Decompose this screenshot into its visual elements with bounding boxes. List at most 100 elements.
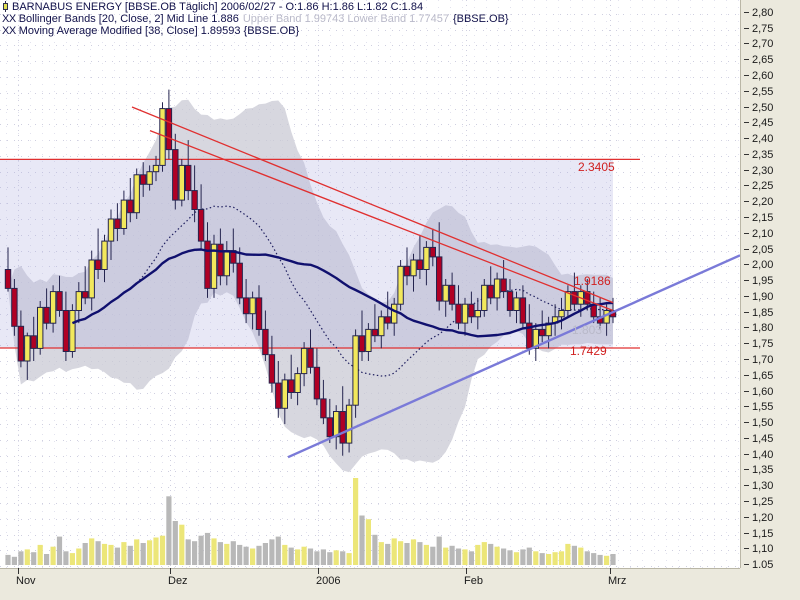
price-axis-tick-label: 2,00 (752, 259, 774, 271)
price-axis-tick: 1,20 (740, 513, 773, 524)
price-axis-tick-label: 1,85 (752, 307, 774, 319)
price-axis-tick: 2,70 (740, 39, 773, 50)
price-axis-tick-label: 2,45 (752, 117, 774, 129)
time-axis-line (0, 568, 740, 569)
price-axis-tick-label: 2,10 (752, 228, 774, 240)
support-price-label: 1.7429 (570, 344, 607, 358)
price-axis-tick: 1,15 (740, 529, 773, 540)
price-axis-tick-label: 2,20 (752, 196, 774, 208)
price-axis-tick: 1,30 (740, 481, 773, 492)
resistance-price-label: 2.3405 (578, 160, 615, 174)
price-axis-tick: 2,00 (740, 260, 773, 271)
price-axis-tick-label: 1,75 (752, 338, 774, 350)
price-axis-tick: 1,05 (740, 560, 773, 571)
close-price-label: 1.803 (572, 323, 603, 337)
price-axis-tick-label: 2,25 (752, 180, 774, 192)
chart-legend: BARNABUS ENERGY [BBSE.OB Täglich] 2006/0… (0, 0, 740, 37)
price-axis-tick: 2,30 (740, 166, 773, 177)
price-axis-tick-label: 1,55 (752, 401, 774, 413)
bollinger-marker-icon: XX (2, 13, 16, 25)
price-axis-tick: 1,90 (740, 292, 773, 303)
price-axis-tick-label: 1,70 (752, 354, 774, 366)
price-axis-tick: 1,60 (740, 387, 773, 398)
price-axis-tick: 2,45 (740, 118, 773, 129)
price-axis-tick: 1,85 (740, 308, 773, 319)
price-axis-tick-label: 1,30 (752, 480, 774, 492)
price-axis-tick: 1,10 (740, 544, 773, 555)
time-axis[interactable]: Nov Dez 2006 Feb Mrz (0, 568, 800, 600)
price-axis-tick-label: 2,05 (752, 244, 774, 256)
time-axis-tick (170, 568, 171, 574)
bollinger-suffix: {BBSE.OB} (452, 13, 509, 25)
price-axis-tick-label: 2,40 (752, 133, 774, 145)
time-axis-tick (610, 568, 611, 574)
price-axis-tick-label: 1,65 (752, 370, 774, 382)
price-axis-tick-label: 2,50 (752, 102, 774, 114)
price-axis-tick-label: 2,60 (752, 70, 774, 82)
price-axis-tick-label: 2,15 (752, 212, 774, 224)
ma-marker-icon: XX (2, 25, 16, 37)
price-axis-tick: 2,65 (740, 55, 773, 66)
midline-price-label: 1.9186 (574, 274, 611, 288)
time-axis-tick-label: 2006 (316, 575, 341, 587)
price-axis-tick-label: 2,75 (752, 23, 774, 35)
price-axis-tick: 1,35 (740, 465, 773, 476)
candle-icon (2, 1, 9, 12)
price-axis-tick: 1,55 (740, 402, 773, 413)
price-axis-tick: 1,65 (740, 371, 773, 382)
time-axis-tick (466, 568, 467, 574)
price-axis-tick-label: 2,55 (752, 86, 774, 98)
price-axis-tick-label: 2,65 (752, 54, 774, 66)
price-axis-tick: 1,75 (740, 339, 773, 350)
price-chart-plot[interactable] (0, 0, 740, 568)
price-axis-tick: 2,10 (740, 229, 773, 240)
legend-row-bollinger: XX Bollinger Bands [20, Close, 2] Mid Lin… (0, 13, 740, 25)
legend-price-text: BARNABUS ENERGY [BBSE.OB Täglich] 2006/0… (12, 1, 424, 13)
price-axis-tick: 2,50 (740, 103, 773, 114)
price-axis-tick: 1,40 (740, 450, 773, 461)
price-axis-tick: 2,80 (740, 8, 773, 19)
price-axis-tick-label: 1,90 (752, 291, 774, 303)
price-axis-tick-label: 1,50 (752, 417, 774, 429)
moving-average-label: Moving Average Modified [38, Close] 1.89… (18, 25, 300, 37)
price-axis-tick-label: 1,45 (752, 433, 774, 445)
time-axis-tick-label: Dez (168, 575, 188, 587)
bollinger-label: Bollinger Bands [20, Close, 2] Mid Line … (18, 13, 239, 25)
price-axis[interactable]: 2,80 2,75 2,70 2,65 2,60 2,55 2,50 2,45 2,40 2,35… (740, 0, 800, 571)
price-axis-tick-label: 1,95 (752, 275, 774, 287)
price-axis-tick: 2,40 (740, 134, 773, 145)
price-axis-tick-label: 2,35 (752, 149, 774, 161)
price-axis-tick-label: 2,80 (752, 7, 774, 19)
price-axis-tick: 1,25 (740, 497, 773, 508)
price-axis-tick: 2,05 (740, 245, 773, 256)
price-axis-tick: 2,60 (740, 71, 773, 82)
time-axis-tick (18, 568, 19, 574)
price-axis-tick: 2,25 (740, 181, 773, 192)
price-axis-tick-label: 2,30 (752, 165, 774, 177)
price-axis-tick: 2,35 (740, 150, 773, 161)
time-axis-tick-label: Feb (464, 575, 483, 587)
price-axis-tick: 2,75 (740, 24, 773, 35)
time-axis-tick (318, 568, 319, 574)
price-axis-tick-label: 1,10 (752, 543, 774, 555)
price-axis-tick: 1,70 (740, 355, 773, 366)
price-axis-tick-label: 1,15 (752, 528, 774, 540)
grid-layer (0, 0, 740, 568)
price-axis-tick: 2,55 (740, 87, 773, 98)
price-axis-tick: 1,50 (740, 418, 773, 429)
price-axis-tick-label: 1,25 (752, 496, 774, 508)
price-axis-tick: 1,45 (740, 434, 773, 445)
time-axis-tick-label: Nov (16, 575, 36, 587)
price-axis-tick: 1,80 (740, 323, 773, 334)
legend-row-price: BARNABUS ENERGY [BBSE.OB Täglich] 2006/0… (0, 0, 740, 13)
legend-row-moving-average: XX Moving Average Modified [38, Close] 1.… (0, 25, 740, 37)
chart-series-layer (0, 89, 740, 565)
price-axis-tick-label: 2,70 (752, 38, 774, 50)
price-axis-tick: 1,95 (740, 276, 773, 287)
price-axis-tick-label: 1,60 (752, 386, 774, 398)
axis-separator (740, 0, 741, 568)
price-axis-tick-label: 1,35 (752, 464, 774, 476)
price-axis-tick: 2,20 (740, 197, 773, 208)
bollinger-bands-dim: Upper Band 1.99743 Lower Band 1.77457 (242, 13, 449, 25)
